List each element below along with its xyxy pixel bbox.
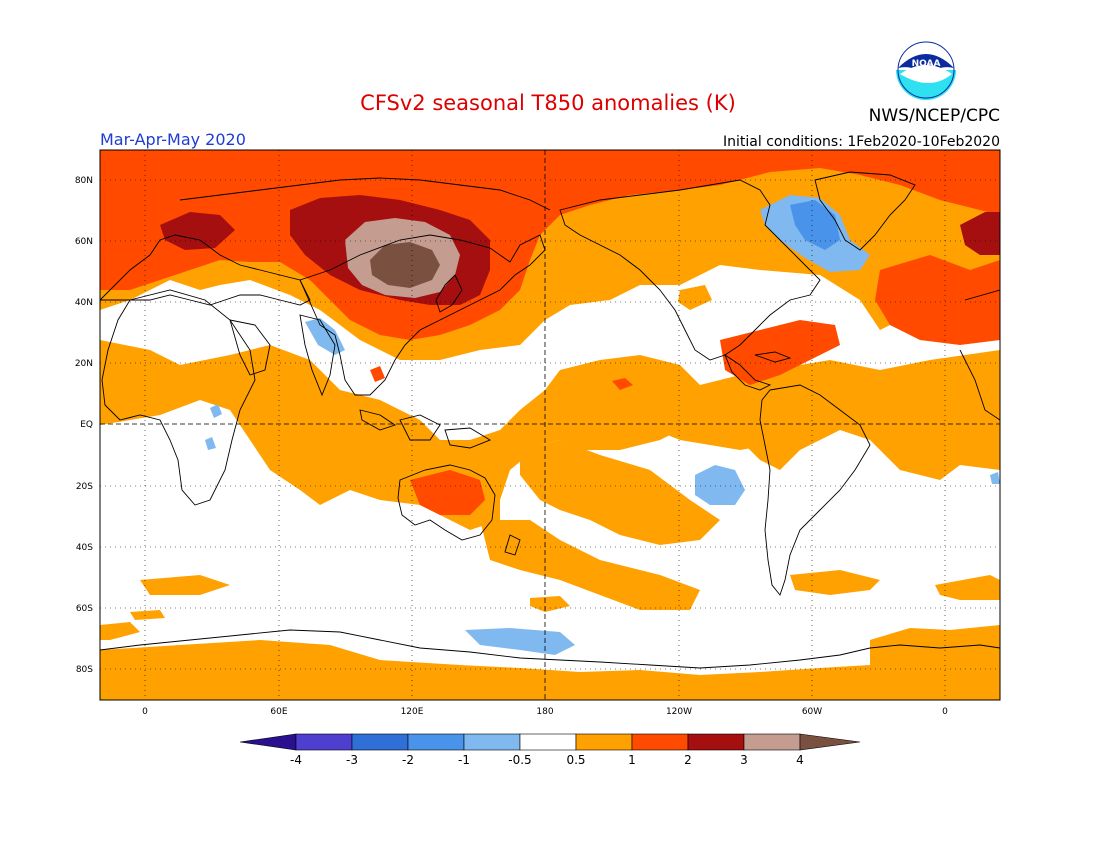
lat-label-60n: 60N [75,237,93,247]
equator-and-dateline [100,150,1000,700]
colorbar-segment-3 [407,733,465,751]
anomaly-above-4-regions [370,242,440,288]
lat-label-80s: 80S [76,665,93,675]
colorbar-label-9: 4 [796,753,804,767]
lat-label-60s: 60S [76,604,93,614]
colorbar-label-2: -2 [402,753,414,767]
colorbar-label-0: -4 [290,753,302,767]
anomaly-negative-core [790,200,840,250]
lon-label-180: 180 [536,707,553,717]
initial-conditions-label: Initial conditions: 1Feb2020-10Feb2020 [723,134,1000,150]
colorbar-label-5: 0.5 [566,753,585,767]
lat-label-40s: 40S [76,543,93,553]
graticule [100,150,1000,700]
lon-label-0: 0 [142,707,148,717]
colorbar-segment-8 [687,733,745,751]
colorbar: -4 -3 -2 -1 -0.5 0.5 1 2 3 4 [239,733,861,767]
lat-label-80n: 80N [75,176,93,186]
agency-label: NWS/NCEP/CPC [869,106,1000,126]
noaa-logo: NOAA [895,39,957,101]
colorbar-label-8: 3 [740,753,748,767]
anomaly-1-2-regions [100,150,1000,515]
lat-label-20s: 20S [76,482,93,492]
colorbar-segment-9 [743,733,801,751]
colorbar-segment-5 [519,733,577,751]
longitude-labels: 0 60E 120E 180 120W 60W 0 [142,707,948,717]
colorbar-high-arrow [799,733,861,751]
lon-label-60w: 60W [802,707,822,717]
colorbar-label-7: 2 [684,753,692,767]
lat-label-eq: EQ [80,420,93,430]
coastlines [100,171,1000,669]
latitude-labels: 80N 60N 40N 20N EQ 20S 40S 60S 80S [75,176,93,675]
lon-label-120w: 120W [666,707,692,717]
colorbar-label-6: 1 [628,753,636,767]
lon-label-60e: 60E [270,707,287,717]
colorbar-label-4: -0.5 [508,753,531,767]
anomaly-map [100,150,1000,700]
season-label: Mar-Apr-May 2020 [100,130,246,149]
figure-title: CFSv2 seasonal T850 anomalies (K) [360,91,736,115]
colorbar-label-3: -1 [458,753,470,767]
colorbar-low-arrow [239,733,297,751]
colorbar-segment-1 [295,733,353,751]
colorbar-label-1: -3 [346,753,358,767]
colorbar-segment-2 [351,733,409,751]
lat-label-40n: 40N [75,298,93,308]
noaa-logo-text: NOAA [912,59,941,69]
lat-label-20n: 20N [75,359,93,369]
colorbar-segment-7 [631,733,689,751]
map-frame [99,149,1001,701]
colorbar-segment-6 [575,733,633,751]
colorbar-segment-4 [463,733,521,751]
lon-label-0-right: 0 [942,707,948,717]
lon-label-120e: 120E [401,707,424,717]
